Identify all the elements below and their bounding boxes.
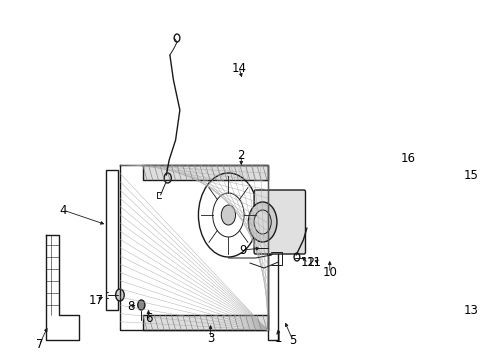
Text: 4: 4 xyxy=(59,203,66,216)
Text: 10: 10 xyxy=(322,266,337,279)
Text: 16: 16 xyxy=(400,152,415,165)
Circle shape xyxy=(221,205,235,225)
Text: 6: 6 xyxy=(144,311,152,324)
Text: 14: 14 xyxy=(231,62,246,75)
Text: 8: 8 xyxy=(127,300,134,312)
Text: 11: 11 xyxy=(306,256,321,270)
FancyBboxPatch shape xyxy=(254,190,305,254)
Text: 2: 2 xyxy=(237,149,244,162)
Text: 3: 3 xyxy=(206,332,214,345)
Circle shape xyxy=(254,210,271,234)
Text: 13: 13 xyxy=(463,303,478,316)
Text: 17: 17 xyxy=(89,293,103,306)
Polygon shape xyxy=(142,165,267,180)
Circle shape xyxy=(248,202,276,242)
Text: 5: 5 xyxy=(288,333,296,346)
Circle shape xyxy=(115,289,124,301)
Circle shape xyxy=(138,300,144,310)
Text: 9: 9 xyxy=(239,243,246,257)
Polygon shape xyxy=(142,315,267,330)
Text: 15: 15 xyxy=(463,168,478,181)
Text: 1: 1 xyxy=(274,332,282,345)
Text: 12: 12 xyxy=(300,256,315,270)
Text: 7: 7 xyxy=(36,338,43,351)
